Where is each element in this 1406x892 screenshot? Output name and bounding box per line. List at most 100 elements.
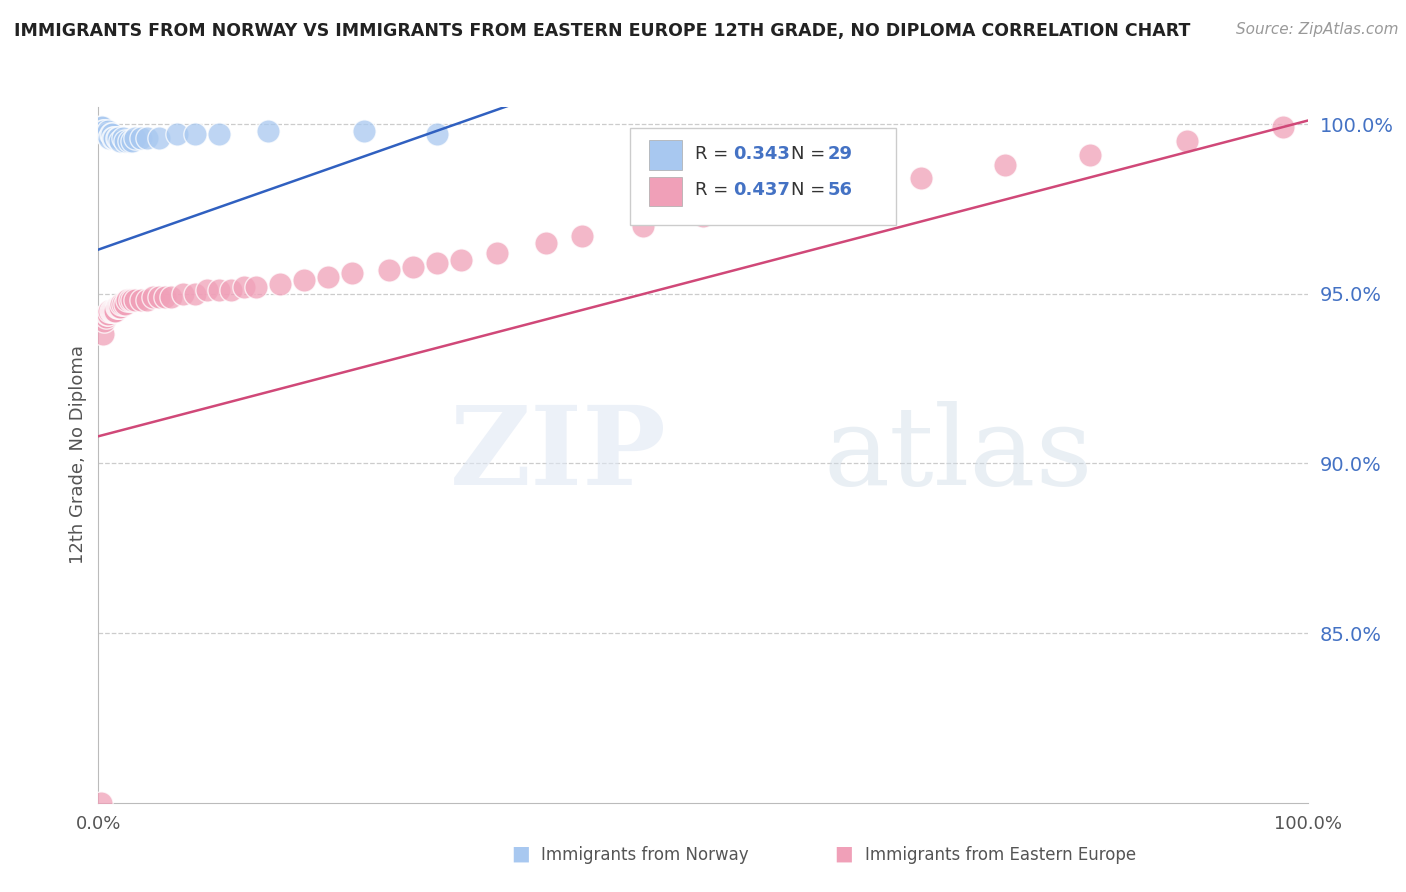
Point <box>118 293 141 308</box>
Point <box>316 269 339 284</box>
Point <box>98 303 121 318</box>
Point <box>135 130 157 145</box>
Text: ▪: ▪ <box>510 840 530 869</box>
Point <box>124 293 146 308</box>
Point <box>269 277 291 291</box>
Point <box>114 134 136 148</box>
Point <box>90 796 112 810</box>
Point <box>450 252 472 267</box>
Text: ZIP: ZIP <box>450 401 666 508</box>
Point <box>752 198 775 212</box>
Point <box>93 124 115 138</box>
Point <box>100 127 122 141</box>
Point <box>97 124 120 138</box>
Point <box>110 297 132 311</box>
Text: IMMIGRANTS FROM NORWAY VS IMMIGRANTS FROM EASTERN EUROPE 12TH GRADE, NO DIPLOMA : IMMIGRANTS FROM NORWAY VS IMMIGRANTS FRO… <box>14 22 1191 40</box>
Point <box>100 303 122 318</box>
Text: 56: 56 <box>828 181 852 199</box>
Point <box>108 134 131 148</box>
Point <box>91 327 114 342</box>
Point <box>571 229 593 244</box>
Point <box>184 286 207 301</box>
Point <box>107 130 129 145</box>
Point <box>221 283 243 297</box>
Point <box>129 130 152 145</box>
Point <box>90 120 112 135</box>
Point <box>692 209 714 223</box>
Point <box>105 130 128 145</box>
Point <box>121 134 143 148</box>
Point <box>142 290 165 304</box>
Point <box>97 307 120 321</box>
Point <box>121 293 143 308</box>
Text: R =: R = <box>695 145 734 162</box>
Point <box>108 300 131 314</box>
Point <box>377 263 399 277</box>
Point <box>96 127 118 141</box>
Point <box>94 310 117 325</box>
Bar <box>648 177 682 206</box>
Point <box>117 293 139 308</box>
Point <box>100 127 122 141</box>
Point <box>101 130 124 145</box>
Point <box>172 286 194 301</box>
Text: R =: R = <box>695 181 734 199</box>
Text: ▪: ▪ <box>834 840 853 869</box>
Point <box>353 124 375 138</box>
Point <box>93 314 115 328</box>
Point <box>100 303 122 318</box>
Point <box>111 130 134 145</box>
Point <box>108 300 131 314</box>
Point <box>114 297 136 311</box>
Point <box>1175 134 1198 148</box>
Text: N =: N = <box>792 181 831 199</box>
Point <box>91 124 114 138</box>
Point <box>232 280 254 294</box>
Point <box>103 303 125 318</box>
Point <box>101 303 124 318</box>
Point <box>107 300 129 314</box>
Point <box>96 307 118 321</box>
Text: atlas: atlas <box>824 401 1094 508</box>
Point <box>166 127 188 141</box>
Point <box>813 188 835 202</box>
Point <box>208 127 231 141</box>
Point <box>118 134 141 148</box>
Point <box>534 235 557 250</box>
Point <box>111 297 134 311</box>
Point <box>292 273 315 287</box>
Point <box>208 283 231 297</box>
Point <box>124 130 146 145</box>
Point <box>91 120 114 135</box>
Text: Immigrants from Eastern Europe: Immigrants from Eastern Europe <box>865 846 1136 863</box>
Point <box>148 130 170 145</box>
Text: Source: ZipAtlas.com: Source: ZipAtlas.com <box>1236 22 1399 37</box>
FancyBboxPatch shape <box>630 128 897 226</box>
Point <box>195 283 218 297</box>
Point <box>426 256 449 270</box>
Point <box>1272 120 1295 135</box>
Point <box>98 130 121 145</box>
Y-axis label: 12th Grade, No Diploma: 12th Grade, No Diploma <box>69 345 87 565</box>
Point <box>103 130 125 145</box>
Point <box>105 300 128 314</box>
Point <box>256 124 278 138</box>
Point <box>994 158 1017 172</box>
Point <box>402 260 425 274</box>
Bar <box>648 140 682 169</box>
Text: 0.343: 0.343 <box>734 145 790 162</box>
Point <box>342 266 364 280</box>
Point <box>245 280 267 294</box>
Point <box>1078 147 1101 161</box>
Point <box>910 171 932 186</box>
Point <box>129 293 152 308</box>
Point <box>153 290 176 304</box>
Point <box>148 290 170 304</box>
Point <box>135 293 157 308</box>
Text: 0.437: 0.437 <box>734 181 790 199</box>
Point <box>104 303 127 318</box>
Point <box>94 127 117 141</box>
Text: N =: N = <box>792 145 831 162</box>
Text: Immigrants from Norway: Immigrants from Norway <box>541 846 749 863</box>
Point <box>631 219 654 233</box>
